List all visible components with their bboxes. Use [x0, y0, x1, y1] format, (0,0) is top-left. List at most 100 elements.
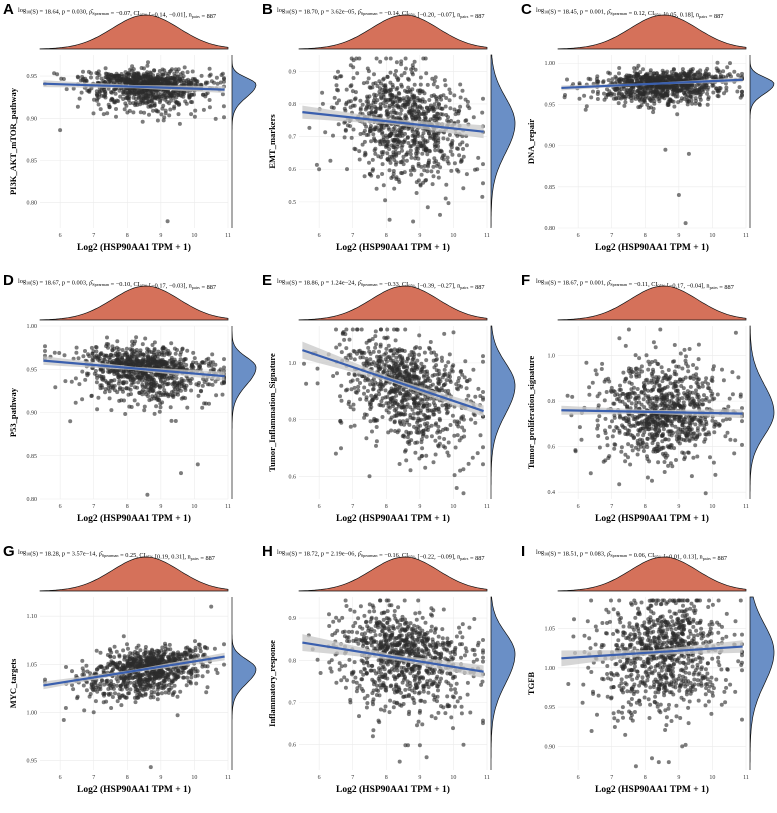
data-point [717, 86, 722, 90]
data-point [117, 374, 122, 379]
data-point [447, 87, 452, 92]
data-point [131, 110, 136, 115]
data-point [625, 88, 630, 93]
data-point [358, 107, 363, 112]
data-point [138, 110, 143, 115]
data-point [597, 445, 602, 450]
data-point [425, 397, 430, 402]
data-point [407, 439, 412, 444]
data-point [117, 80, 122, 85]
data-point [145, 63, 150, 68]
data-point [98, 352, 103, 356]
data-point [169, 418, 174, 423]
data-point [607, 71, 612, 76]
data-point [440, 403, 445, 408]
data-point [385, 135, 390, 140]
data-point [464, 386, 469, 391]
data-point [588, 77, 593, 82]
data-point [378, 354, 383, 359]
data-point [360, 102, 365, 107]
data-point [403, 88, 407, 93]
data-point [172, 106, 176, 111]
data-point [443, 364, 448, 368]
data-point [334, 83, 339, 88]
data-point [401, 158, 406, 163]
data-point [145, 75, 150, 80]
data-point [109, 78, 114, 83]
data-point [402, 170, 407, 175]
data-point [622, 103, 627, 108]
data-point [109, 352, 113, 357]
data-point [467, 377, 472, 382]
data-point [355, 351, 359, 356]
data-point [124, 90, 129, 95]
data-point [715, 88, 720, 93]
data-point [638, 91, 642, 96]
data-point [400, 356, 405, 361]
trend-line [561, 78, 743, 90]
data-point [140, 342, 145, 347]
data-point [463, 359, 468, 364]
data-point [668, 84, 673, 89]
data-point [715, 93, 720, 98]
data-point [436, 368, 441, 373]
data-point [438, 94, 443, 99]
data-point [695, 454, 700, 459]
data-point [122, 107, 127, 112]
data-point [399, 422, 404, 427]
data-point [199, 73, 204, 78]
data-point [383, 388, 388, 393]
data-point [711, 90, 716, 95]
data-point [392, 138, 397, 142]
data-point [103, 75, 108, 80]
data-point [377, 89, 382, 94]
data-point [371, 349, 376, 354]
data-point [412, 411, 416, 416]
data-point [355, 71, 360, 76]
data-point [410, 93, 415, 98]
data-point [120, 357, 125, 362]
y-axis-label: EMT_markers [267, 114, 277, 169]
data-point [440, 375, 445, 380]
data-point [189, 388, 194, 393]
data-point [419, 440, 424, 445]
data-point [392, 186, 397, 191]
data-point [103, 89, 108, 94]
data-point [394, 177, 399, 181]
data-point [431, 82, 436, 87]
data-point [96, 102, 101, 107]
y-axis-label: DNA_repair [526, 119, 536, 164]
data-point [436, 144, 440, 149]
data-point [437, 102, 441, 107]
data-point [422, 164, 427, 168]
data-point [661, 70, 666, 75]
data-point [189, 112, 194, 117]
data-point [138, 359, 143, 363]
data-point [623, 100, 628, 105]
data-point [388, 160, 393, 165]
data-point [142, 110, 147, 115]
data-point [415, 440, 420, 445]
data-point [565, 393, 570, 398]
stats-line: log10(S) = 18.86, p = 1.24e−24, ρ̂Spearm… [277, 278, 485, 291]
data-point [436, 428, 441, 433]
data-point [185, 405, 190, 410]
data-point [118, 94, 123, 99]
data-point [392, 400, 397, 405]
data-point [345, 123, 350, 128]
data-point [368, 85, 373, 90]
data-point [98, 107, 103, 112]
data-point [347, 399, 351, 404]
data-point [416, 378, 421, 382]
data-point [686, 73, 691, 77]
data-point [105, 335, 109, 340]
data-point [403, 364, 407, 369]
data-point [632, 66, 637, 71]
data-point [693, 96, 698, 101]
data-point [430, 76, 435, 81]
data-point [471, 367, 476, 372]
data-point [154, 404, 159, 409]
data-point [418, 141, 423, 146]
data-point [155, 118, 160, 123]
